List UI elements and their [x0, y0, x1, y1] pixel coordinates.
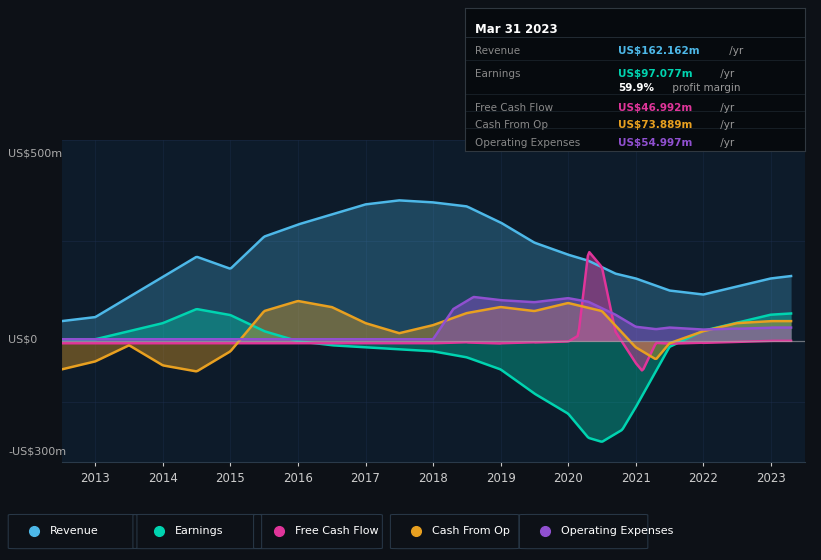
Text: /yr: /yr: [727, 46, 744, 56]
Text: US$97.077m: US$97.077m: [618, 69, 693, 79]
Text: Revenue: Revenue: [50, 526, 99, 535]
Text: Cash From Op: Cash From Op: [432, 526, 510, 535]
Text: 59.9%: 59.9%: [618, 83, 654, 94]
Text: /yr: /yr: [717, 104, 734, 113]
Text: /yr: /yr: [717, 69, 734, 79]
Text: Operating Expenses: Operating Expenses: [561, 526, 673, 535]
Text: US$73.889m: US$73.889m: [618, 120, 692, 130]
Text: -US$300m: -US$300m: [8, 446, 67, 456]
Text: Mar 31 2023: Mar 31 2023: [475, 22, 557, 36]
Text: Operating Expenses: Operating Expenses: [475, 138, 580, 148]
Text: Free Cash Flow: Free Cash Flow: [475, 104, 553, 113]
Text: US$54.997m: US$54.997m: [618, 138, 692, 148]
Text: US$500m: US$500m: [8, 148, 62, 158]
Text: Cash From Op: Cash From Op: [475, 120, 548, 130]
Text: US$162.162m: US$162.162m: [618, 46, 699, 56]
Text: profit margin: profit margin: [669, 83, 741, 94]
Text: Revenue: Revenue: [475, 46, 520, 56]
Text: /yr: /yr: [717, 120, 734, 130]
Text: Earnings: Earnings: [475, 69, 521, 79]
Text: /yr: /yr: [717, 138, 734, 148]
Text: Earnings: Earnings: [175, 526, 223, 535]
Text: US$0: US$0: [8, 334, 38, 344]
Text: US$46.992m: US$46.992m: [618, 104, 692, 113]
Text: Free Cash Flow: Free Cash Flow: [296, 526, 379, 535]
